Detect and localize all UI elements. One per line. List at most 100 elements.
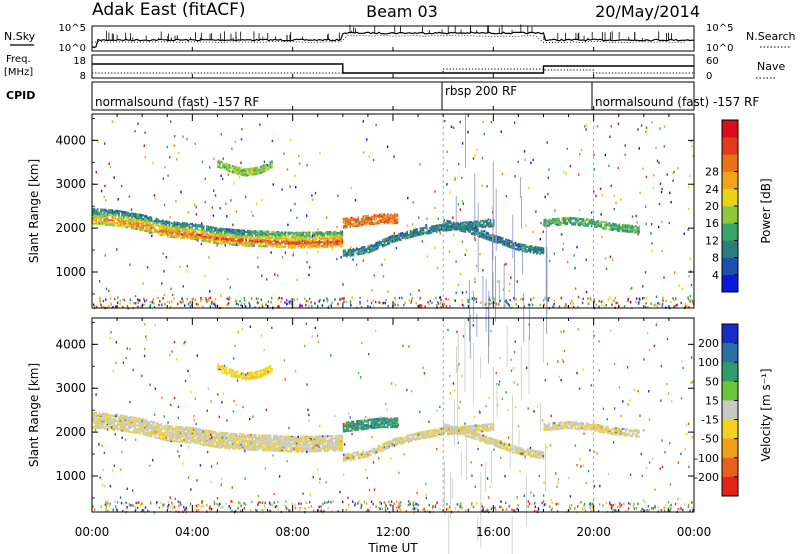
scatter-cell — [453, 233, 455, 237]
data-cell — [137, 427, 140, 430]
data-cell — [590, 221, 593, 224]
data-cell — [229, 237, 231, 240]
data-cell — [136, 214, 138, 217]
data-cell — [243, 237, 246, 240]
data-cell — [178, 234, 180, 237]
data-cell — [339, 230, 342, 233]
data-cell — [92, 412, 94, 416]
data-cell — [149, 423, 151, 426]
data-cell — [608, 228, 611, 231]
scatter-cell — [415, 302, 417, 305]
data-cell — [109, 423, 112, 426]
data-cell — [132, 421, 135, 424]
data-cell — [612, 227, 614, 230]
data-cell — [227, 440, 229, 444]
scatter-cell — [475, 300, 478, 303]
scatter-cell — [159, 300, 161, 303]
data-cell — [126, 211, 128, 214]
data-cell — [100, 223, 102, 226]
scatter-cell — [293, 298, 295, 301]
data-cell — [323, 242, 326, 245]
scatter-cell — [610, 125, 612, 128]
data-cell — [98, 415, 101, 419]
data-cell — [478, 225, 480, 228]
scatter-cell — [659, 182, 662, 185]
data-cell — [211, 430, 213, 433]
data-cell — [312, 243, 314, 246]
data-cell — [243, 443, 246, 446]
data-cell — [375, 243, 377, 246]
scatter-cell — [305, 304, 307, 307]
data-cell — [385, 220, 387, 223]
data-cell — [447, 227, 449, 231]
scatter-cell — [658, 161, 660, 164]
data-cell — [167, 235, 169, 238]
data-cell — [152, 225, 154, 228]
data-cell — [419, 233, 422, 236]
data-cell — [261, 444, 264, 447]
data-cell — [113, 425, 115, 428]
data-cell — [180, 435, 182, 438]
scatter-cell — [408, 299, 410, 302]
data-cell — [95, 419, 97, 422]
data-cell — [382, 214, 384, 217]
data-cell — [266, 236, 269, 239]
data-cell — [339, 242, 342, 246]
data-cell — [145, 221, 148, 224]
data-cell — [180, 428, 182, 431]
scatter-cell — [286, 302, 288, 306]
data-cell — [113, 422, 115, 425]
data-cell — [264, 167, 267, 170]
data-cell — [132, 215, 135, 218]
data-cell — [251, 244, 254, 247]
scatter-cell — [443, 302, 446, 306]
scatter-cell — [454, 178, 456, 181]
scatter-cell — [446, 150, 448, 153]
data-cell — [124, 214, 127, 218]
data-cell — [435, 228, 438, 231]
data-cell — [388, 237, 391, 240]
data-cell — [375, 241, 377, 245]
data-cell — [219, 431, 221, 434]
data-cell — [289, 245, 291, 248]
data-cell — [600, 220, 603, 223]
data-cell — [259, 445, 262, 448]
data-cell — [123, 417, 125, 420]
data-cell — [225, 229, 228, 232]
scatter-cell — [352, 258, 354, 261]
data-cell — [448, 225, 450, 228]
data-cell — [191, 426, 194, 430]
data-cell — [109, 414, 112, 417]
data-cell — [147, 229, 149, 232]
data-cell — [194, 235, 197, 238]
data-cell — [300, 234, 303, 237]
scatter-cell — [200, 297, 202, 300]
scatter-cell — [178, 151, 180, 155]
data-cell — [523, 246, 525, 249]
data-cell — [144, 432, 146, 435]
data-cell — [248, 437, 251, 440]
data-cell — [248, 171, 250, 174]
data-cell — [391, 215, 394, 218]
scatter-cell — [397, 303, 399, 307]
data-cell — [390, 213, 392, 216]
data-cell — [219, 160, 221, 163]
data-cell — [310, 240, 313, 243]
data-cell — [618, 227, 621, 230]
data-cell — [171, 427, 174, 430]
scatter-cell — [296, 278, 298, 281]
data-cell — [383, 213, 386, 216]
data-cell — [219, 437, 221, 440]
data-cell — [184, 234, 187, 237]
scatter-cell — [673, 170, 675, 174]
data-cell — [155, 219, 158, 222]
data-cell — [92, 216, 94, 219]
scatter-cell — [495, 302, 497, 305]
data-cell — [108, 422, 110, 426]
data-cell — [220, 231, 223, 234]
data-cell — [396, 222, 399, 225]
data-cell — [444, 221, 447, 224]
data-cell — [119, 418, 122, 421]
data-cell — [300, 240, 303, 243]
data-cell — [109, 224, 112, 227]
